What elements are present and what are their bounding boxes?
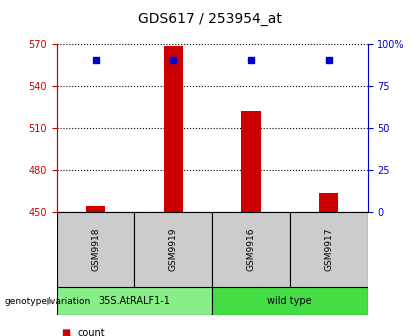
Text: wild type: wild type (268, 296, 312, 306)
Bar (163, 46, 183, 212)
Bar (212, 212, 290, 287)
Text: 35S.AtRALF1-1: 35S.AtRALF1-1 (98, 296, 171, 306)
Bar (290, 212, 368, 287)
Bar (212, 287, 368, 315)
Text: GSM9918: GSM9918 (91, 228, 100, 271)
Text: GSM9916: GSM9916 (247, 228, 255, 271)
Bar (134, 212, 212, 287)
Bar (86, 206, 105, 212)
Text: ▶: ▶ (47, 296, 55, 306)
Text: GSM9919: GSM9919 (169, 228, 178, 271)
Text: GSM9917: GSM9917 (324, 228, 333, 271)
Text: genotype/variation: genotype/variation (4, 297, 90, 305)
Bar (241, 111, 261, 212)
Text: count: count (78, 328, 105, 336)
Bar (57, 287, 212, 315)
Text: ■: ■ (61, 328, 70, 336)
Bar (57, 212, 134, 287)
Bar (319, 194, 339, 212)
Text: GDS617 / 253954_at: GDS617 / 253954_at (138, 12, 282, 26)
